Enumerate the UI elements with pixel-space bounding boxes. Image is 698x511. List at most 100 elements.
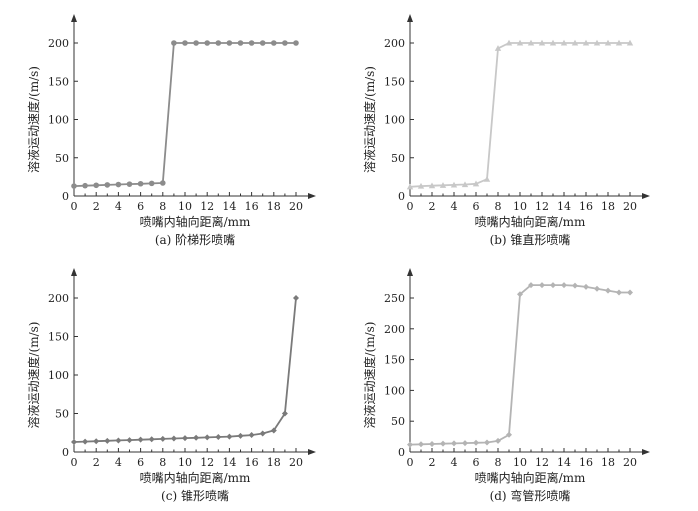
y-axis-label: 溶液运动速度/(m/s) xyxy=(26,322,41,429)
data-point xyxy=(71,183,77,189)
y-axis-label: 溶液运动速度/(m/s) xyxy=(362,322,377,429)
data-point xyxy=(248,432,255,439)
data-point xyxy=(560,39,568,46)
data-point xyxy=(71,438,77,445)
data-point xyxy=(126,181,133,187)
data-point xyxy=(450,181,458,188)
data-point xyxy=(451,440,457,447)
x-tick-label: 0 xyxy=(71,456,78,469)
data-point xyxy=(406,183,414,190)
data-point xyxy=(182,435,188,442)
y-axis-arrow xyxy=(71,14,77,22)
data-point xyxy=(418,441,424,448)
x-tick-label: 2 xyxy=(429,456,436,469)
y-tick-label: 150 xyxy=(384,75,405,88)
x-tick-label: 14 xyxy=(557,200,571,213)
chart-caption: (a) 阶梯形喷嘴 xyxy=(155,233,235,247)
data-point xyxy=(484,439,490,446)
data-point xyxy=(495,437,501,444)
data-point xyxy=(472,180,480,187)
data-point xyxy=(561,282,567,289)
y-tick-label: 0 xyxy=(62,446,69,459)
data-point xyxy=(171,40,177,46)
data-point xyxy=(271,40,277,46)
chart-panel-4: 0 50 100 150 200 250 0 2 4 6 8 10 12 14 16 18 20 喷嘴内轴向距离/… xyxy=(362,268,650,503)
data-point xyxy=(226,433,233,440)
x-tick-label: 8 xyxy=(495,456,502,469)
y-tick-label: 100 xyxy=(384,114,405,127)
data-point xyxy=(293,40,299,46)
x-axis-arrow xyxy=(308,449,316,455)
data-point xyxy=(282,40,288,46)
data-point xyxy=(126,437,133,444)
data-point xyxy=(407,441,413,448)
data-point xyxy=(604,39,612,46)
data-point xyxy=(193,434,200,441)
data-point xyxy=(137,180,144,187)
data-point xyxy=(170,435,177,442)
data-point xyxy=(505,39,513,46)
x-tick-label: 16 xyxy=(245,200,259,213)
data-point xyxy=(82,438,89,445)
x-tick-label: 14 xyxy=(557,456,571,469)
x-tick-label: 10 xyxy=(513,456,527,469)
data-point xyxy=(104,182,111,188)
y-tick-label: 50 xyxy=(55,408,69,421)
x-tick-label: 6 xyxy=(137,456,144,469)
data-point xyxy=(148,180,155,187)
data-point xyxy=(215,433,222,440)
y-axis-arrow xyxy=(407,14,413,22)
y-axis-label: 溶液运动速度/(m/s) xyxy=(26,66,41,173)
data-point xyxy=(582,39,590,46)
data-point xyxy=(148,436,155,443)
data-point xyxy=(417,182,425,189)
data-point xyxy=(204,434,211,441)
x-tick-label: 12 xyxy=(535,456,549,469)
series-line xyxy=(409,42,630,188)
data-point xyxy=(572,282,578,289)
data-point xyxy=(506,431,512,438)
data-point xyxy=(516,39,524,46)
x-tick-label: 16 xyxy=(579,456,593,469)
x-tick-label: 6 xyxy=(473,456,480,469)
x-tick-label: 8 xyxy=(159,456,166,469)
data-point xyxy=(137,436,144,443)
x-tick-label: 6 xyxy=(473,200,480,213)
chart-panel-1: 0 50 100 150 200 0 2 4 6 8 10 12 14 16 18 20 喷嘴内轴向距离/mm 溶… xyxy=(26,14,316,247)
x-axis-label: 喷嘴内轴向距离/mm xyxy=(475,214,586,229)
y-tick-label: 50 xyxy=(391,415,405,428)
data-point xyxy=(626,39,634,46)
data-point xyxy=(439,182,447,188)
chart-caption: (d) 弯管形喷嘴 xyxy=(490,488,571,503)
x-tick-label: 6 xyxy=(137,200,144,213)
y-tick-label: 0 xyxy=(398,190,405,203)
data-point xyxy=(270,427,277,434)
y-tick-label: 150 xyxy=(48,75,69,88)
data-point xyxy=(494,45,502,51)
x-axis-arrow xyxy=(308,193,316,199)
data-point xyxy=(281,410,288,417)
y-tick-label: 150 xyxy=(48,331,69,344)
data-point xyxy=(616,289,622,296)
x-tick-label: 20 xyxy=(289,200,303,213)
x-tick-label: 12 xyxy=(200,456,214,469)
series-line xyxy=(73,42,296,187)
data-point xyxy=(115,437,122,444)
data-point xyxy=(483,175,491,182)
x-tick-label: 18 xyxy=(601,456,615,469)
y-tick-label: 100 xyxy=(48,369,69,382)
x-tick-label: 18 xyxy=(267,200,281,213)
data-point xyxy=(627,289,633,296)
data-point xyxy=(193,40,199,46)
x-tick-label: 0 xyxy=(407,456,414,469)
x-axis-arrow xyxy=(642,193,650,199)
x-tick-label: 8 xyxy=(495,200,502,213)
data-point xyxy=(583,283,589,290)
data-point xyxy=(159,435,166,442)
x-axis-label: 喷嘴内轴向距离/mm xyxy=(140,470,251,485)
series-line xyxy=(73,297,297,443)
x-tick-label: 14 xyxy=(222,200,236,213)
series-line xyxy=(409,284,630,446)
y-tick-label: 200 xyxy=(48,37,69,50)
data-point xyxy=(539,282,545,289)
